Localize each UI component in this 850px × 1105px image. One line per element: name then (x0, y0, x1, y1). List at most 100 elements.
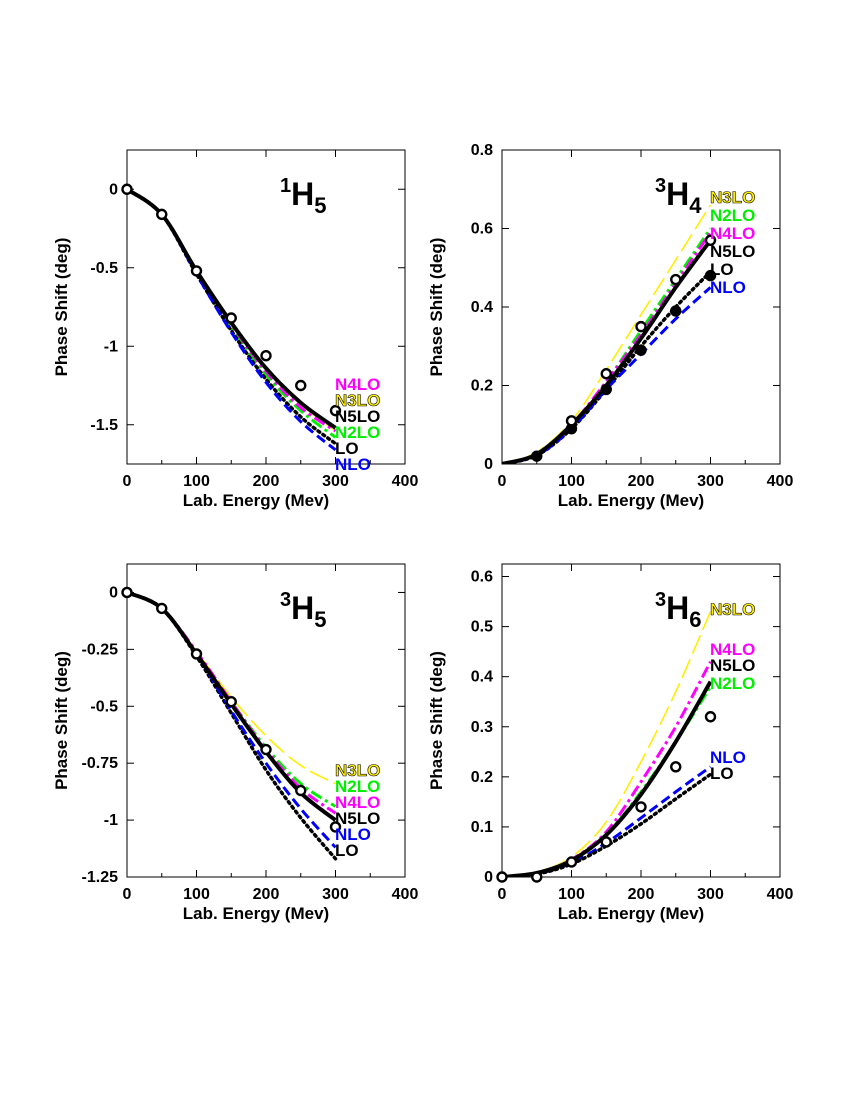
x-tick-label: 0 (123, 886, 132, 903)
x-tick-label: 300 (322, 886, 349, 903)
y-tick-label: -0.5 (90, 260, 118, 277)
legend-label-NLO: NLO (710, 278, 746, 297)
data-point (670, 273, 682, 286)
x-tick-label: 200 (628, 473, 655, 490)
y-axis-label: Phase Shift (deg) (52, 651, 71, 790)
data-point (225, 696, 237, 708)
y-tick-label: -1 (104, 338, 118, 355)
data-point (121, 586, 133, 599)
data-point (295, 379, 307, 392)
legend-label-NLO: NLO (335, 455, 371, 474)
x-tick-label: 0 (123, 473, 132, 490)
legend-label-N3LO: N3LO (710, 600, 755, 619)
chart-panel-3H5: 0 100 200 300 400 0 -0.25 -0.5 -0.75 -1 -1.25 Lab. … (52, 563, 418, 923)
series-line-N5LO (502, 239, 713, 464)
series-line-LO (127, 590, 338, 861)
data-point (565, 856, 578, 868)
x-tick-label: 0 (498, 473, 507, 490)
y-tick-label: -1 (104, 812, 118, 829)
data-point (329, 404, 342, 417)
legend-label-N5LO: N5LO (710, 242, 755, 261)
legend-label-N2LO: N2LO (335, 423, 380, 442)
series-line-N2LO (502, 227, 712, 464)
y-tick-label: 0.6 (471, 569, 493, 586)
legend-label-N2LO: N2LO (710, 674, 755, 693)
data-point (635, 801, 647, 813)
data-point (704, 711, 717, 723)
y-tick-label: -0.75 (82, 755, 119, 772)
y-tick-label: 0 (484, 456, 493, 473)
data-point (565, 415, 578, 427)
y-tick-label: 0.2 (471, 769, 493, 786)
x-tick-label: 100 (558, 473, 585, 490)
data-point (190, 648, 203, 660)
legend-label-N3LO: N3LO (710, 188, 755, 207)
data-point (635, 344, 647, 356)
series-line-N4LO (502, 231, 712, 464)
x-tick-label: 100 (183, 473, 210, 490)
data-point (635, 320, 647, 333)
x-axis-label: Lab. Energy (Mev) (183, 904, 329, 923)
legend-label-NLO: NLO (710, 748, 746, 767)
y-tick-label: -1.5 (90, 417, 118, 434)
y-tick-label: 0 (109, 181, 118, 198)
x-tick-label: 300 (697, 886, 724, 903)
chart-title: 3H6 (655, 589, 701, 632)
x-tick-label: 100 (183, 886, 210, 903)
legend-label-N5LO: N5LO (710, 656, 755, 675)
legend-label-N4LO: N4LO (335, 793, 380, 812)
y-tick-label: 0.3 (471, 719, 493, 736)
x-tick-label: 300 (322, 473, 349, 490)
data-point (704, 269, 717, 282)
legend-label-N4LO: N4LO (710, 640, 755, 659)
legend-label-N3LO: N3LO (335, 391, 380, 410)
y-tick-label: 0.5 (471, 619, 493, 636)
y-axis-label: Phase Shift (deg) (427, 238, 446, 377)
data-point (670, 761, 682, 773)
y-tick-label: 0.2 (471, 378, 493, 395)
chart-panel-1H5: 0 100 200 300 400 0 -0.5 -1 -1.5 Lab. Energy (Mev… (52, 149, 419, 510)
data-point (260, 743, 272, 756)
data-point (531, 450, 543, 462)
data-point (531, 871, 543, 883)
data-point (496, 871, 508, 883)
y-tick-label: 0.6 (471, 221, 493, 238)
legend-label-N3LO: N3LO (335, 761, 380, 780)
y-tick-label: 0 (109, 584, 118, 601)
data-point (704, 234, 717, 246)
legend-label-N5LO: N5LO (335, 407, 380, 426)
data-point (156, 602, 168, 615)
series-line-N3LO (502, 204, 712, 464)
x-tick-label: 200 (628, 886, 655, 903)
data-point (600, 383, 612, 396)
legend-label-NLO: NLO (335, 825, 371, 844)
y-tick-label: -0.5 (90, 698, 118, 715)
y-tick-label: 0.4 (471, 669, 493, 686)
data-point (121, 183, 133, 195)
x-axis-label: Lab. Energy (Mev) (558, 904, 704, 923)
series-line-NLO (127, 187, 337, 452)
data-point (295, 784, 307, 797)
series-line-N4LO (127, 188, 337, 433)
series-line-LO (502, 269, 713, 464)
x-axis-label: Lab. Energy (Mev) (183, 491, 329, 510)
legend-label-N4LO: N4LO (335, 375, 380, 394)
legend-label-N5LO: N5LO (335, 809, 380, 828)
legend-label-LO: LO (335, 439, 359, 458)
data-point (670, 305, 682, 317)
series-line-N2LO (502, 685, 712, 877)
chart-title: 3H4 (655, 175, 702, 218)
y-tick-label: 0.1 (471, 819, 493, 836)
x-axis-label: Lab. Energy (Mev) (558, 491, 704, 510)
data-point (329, 821, 342, 833)
x-tick-label: 400 (392, 473, 419, 490)
x-tick-label: 200 (253, 886, 280, 903)
series-line-N3LO (127, 188, 336, 432)
chart-panel-3H6: 0 100 200 300 400 0 0.1 0.2 0.3 0.4 0.5 0.6 Lab. Ene… (427, 563, 793, 923)
series-line-N4LO (502, 660, 712, 877)
x-tick-label: 200 (253, 473, 280, 490)
y-tick-label: -0.25 (82, 641, 119, 658)
series-line-N5LO (127, 187, 337, 430)
chart-title: 3H5 (280, 589, 326, 632)
x-tick-label: 100 (558, 886, 585, 903)
